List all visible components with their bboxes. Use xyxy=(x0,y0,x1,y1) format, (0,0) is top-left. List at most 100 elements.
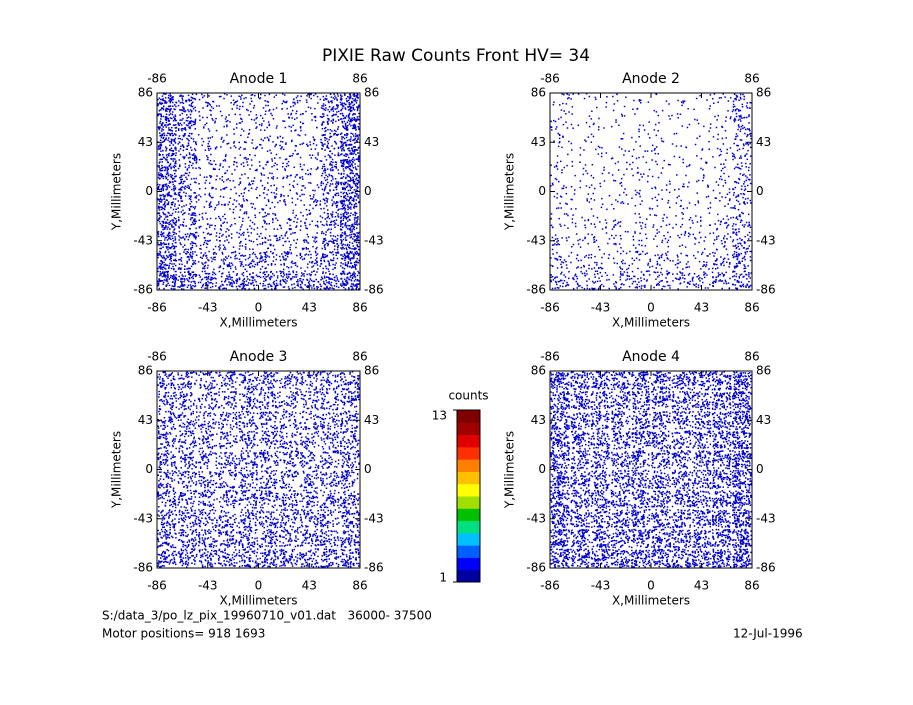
density-cell xyxy=(611,469,631,489)
density-cell xyxy=(258,509,279,529)
density-cell xyxy=(673,155,691,168)
density-cell xyxy=(691,529,712,549)
density-cell xyxy=(198,548,218,568)
x-tick-label: 43 xyxy=(694,301,709,315)
density-cell xyxy=(550,469,571,489)
density-cell xyxy=(282,174,299,192)
x-tick-label: 86 xyxy=(744,301,759,315)
density-cell xyxy=(550,450,570,470)
density-cell xyxy=(258,411,279,430)
density-cell xyxy=(630,549,651,568)
density-cell xyxy=(590,215,608,230)
density-cell xyxy=(711,469,732,490)
density-cell xyxy=(671,489,692,508)
colorbar-swatch xyxy=(457,569,480,583)
density-cell xyxy=(319,529,340,548)
density-cell xyxy=(571,430,591,450)
x-tick-label: 0 xyxy=(255,579,263,593)
density-cell xyxy=(197,410,217,431)
density-cell xyxy=(731,430,752,450)
density-cell xyxy=(570,450,591,470)
x-top-tick-label: 86 xyxy=(744,350,759,364)
density-cell xyxy=(259,449,279,470)
density-cell xyxy=(177,251,198,270)
density-cell xyxy=(590,469,611,490)
x-top-tick-label: 86 xyxy=(352,72,367,86)
density-cell xyxy=(712,430,732,450)
colorbar-swatch xyxy=(457,446,480,460)
density-cell xyxy=(694,192,712,210)
density-cell xyxy=(731,93,752,113)
density-cell xyxy=(218,411,238,430)
density-cell xyxy=(631,528,651,549)
density-cell xyxy=(218,509,238,529)
y-right-tick-label: -43 xyxy=(756,233,776,247)
density-cell xyxy=(671,548,692,568)
y-right-tick-label: 43 xyxy=(364,413,379,427)
density-cell xyxy=(339,529,360,548)
density-cell xyxy=(711,509,731,528)
density-cell xyxy=(570,371,591,391)
density-cell xyxy=(733,132,752,152)
density-cell xyxy=(339,112,360,131)
y-right-tick-label: 0 xyxy=(364,184,372,198)
density-cell xyxy=(550,391,571,411)
y-right-tick-label: -86 xyxy=(364,561,384,575)
density-cell xyxy=(711,392,732,411)
density-cell xyxy=(731,450,752,470)
x-top-tick-label: -86 xyxy=(147,350,167,364)
y-tick-label: -43 xyxy=(526,511,546,525)
figure-title: PIXIE Raw Counts Front HV= 34 xyxy=(322,46,590,66)
density-cell xyxy=(197,528,218,549)
footer-motor: Motor positions= 918 1693 xyxy=(102,627,265,641)
density-cell xyxy=(339,410,359,431)
density-cell xyxy=(732,211,752,231)
y-tick-label: 0 xyxy=(145,462,153,476)
density-cell xyxy=(279,508,299,529)
density-cell xyxy=(590,489,611,509)
density-cell xyxy=(712,152,728,172)
colorbar-swatch xyxy=(457,496,480,509)
density-cell xyxy=(177,211,197,230)
density-cell xyxy=(570,489,591,509)
density-cell xyxy=(553,192,568,210)
x-axis-label: X,Millimeters xyxy=(219,594,297,608)
density-cell xyxy=(651,152,671,169)
y-tick-label: 86 xyxy=(531,364,546,378)
x-tick-label: -86 xyxy=(147,301,167,315)
density-cell xyxy=(217,391,237,410)
density-cell xyxy=(258,152,278,171)
density-cell xyxy=(612,250,631,271)
density-cell xyxy=(238,450,259,470)
density-cell xyxy=(691,212,711,227)
density-cell xyxy=(279,410,300,430)
density-cell xyxy=(591,96,608,112)
density-cell xyxy=(732,173,752,192)
y-tick-label: 43 xyxy=(531,413,546,427)
density-cell xyxy=(279,192,299,212)
density-cell xyxy=(198,153,217,171)
density-cell xyxy=(299,489,319,508)
density-cell xyxy=(732,192,752,211)
density-cell xyxy=(281,93,299,112)
y-axis-label: Y,Millimeters xyxy=(110,431,124,509)
colorbar-swatch xyxy=(457,459,480,472)
density-cell xyxy=(612,271,631,290)
density-cell xyxy=(671,371,692,390)
density-cell xyxy=(238,173,258,192)
density-cell xyxy=(610,548,631,568)
density-cell xyxy=(570,528,591,549)
density-cell xyxy=(238,192,258,211)
density-cell xyxy=(691,548,712,568)
density-cell xyxy=(299,172,320,192)
density-cell xyxy=(258,250,278,270)
density-cell xyxy=(157,509,178,529)
panel-title: Anode 2 xyxy=(622,71,680,87)
density-cell xyxy=(731,528,752,548)
density-cell xyxy=(731,469,752,489)
density-cell xyxy=(672,212,692,229)
density-cell xyxy=(339,211,360,231)
y-right-tick-label: -86 xyxy=(756,561,776,575)
density-cell xyxy=(218,452,238,470)
